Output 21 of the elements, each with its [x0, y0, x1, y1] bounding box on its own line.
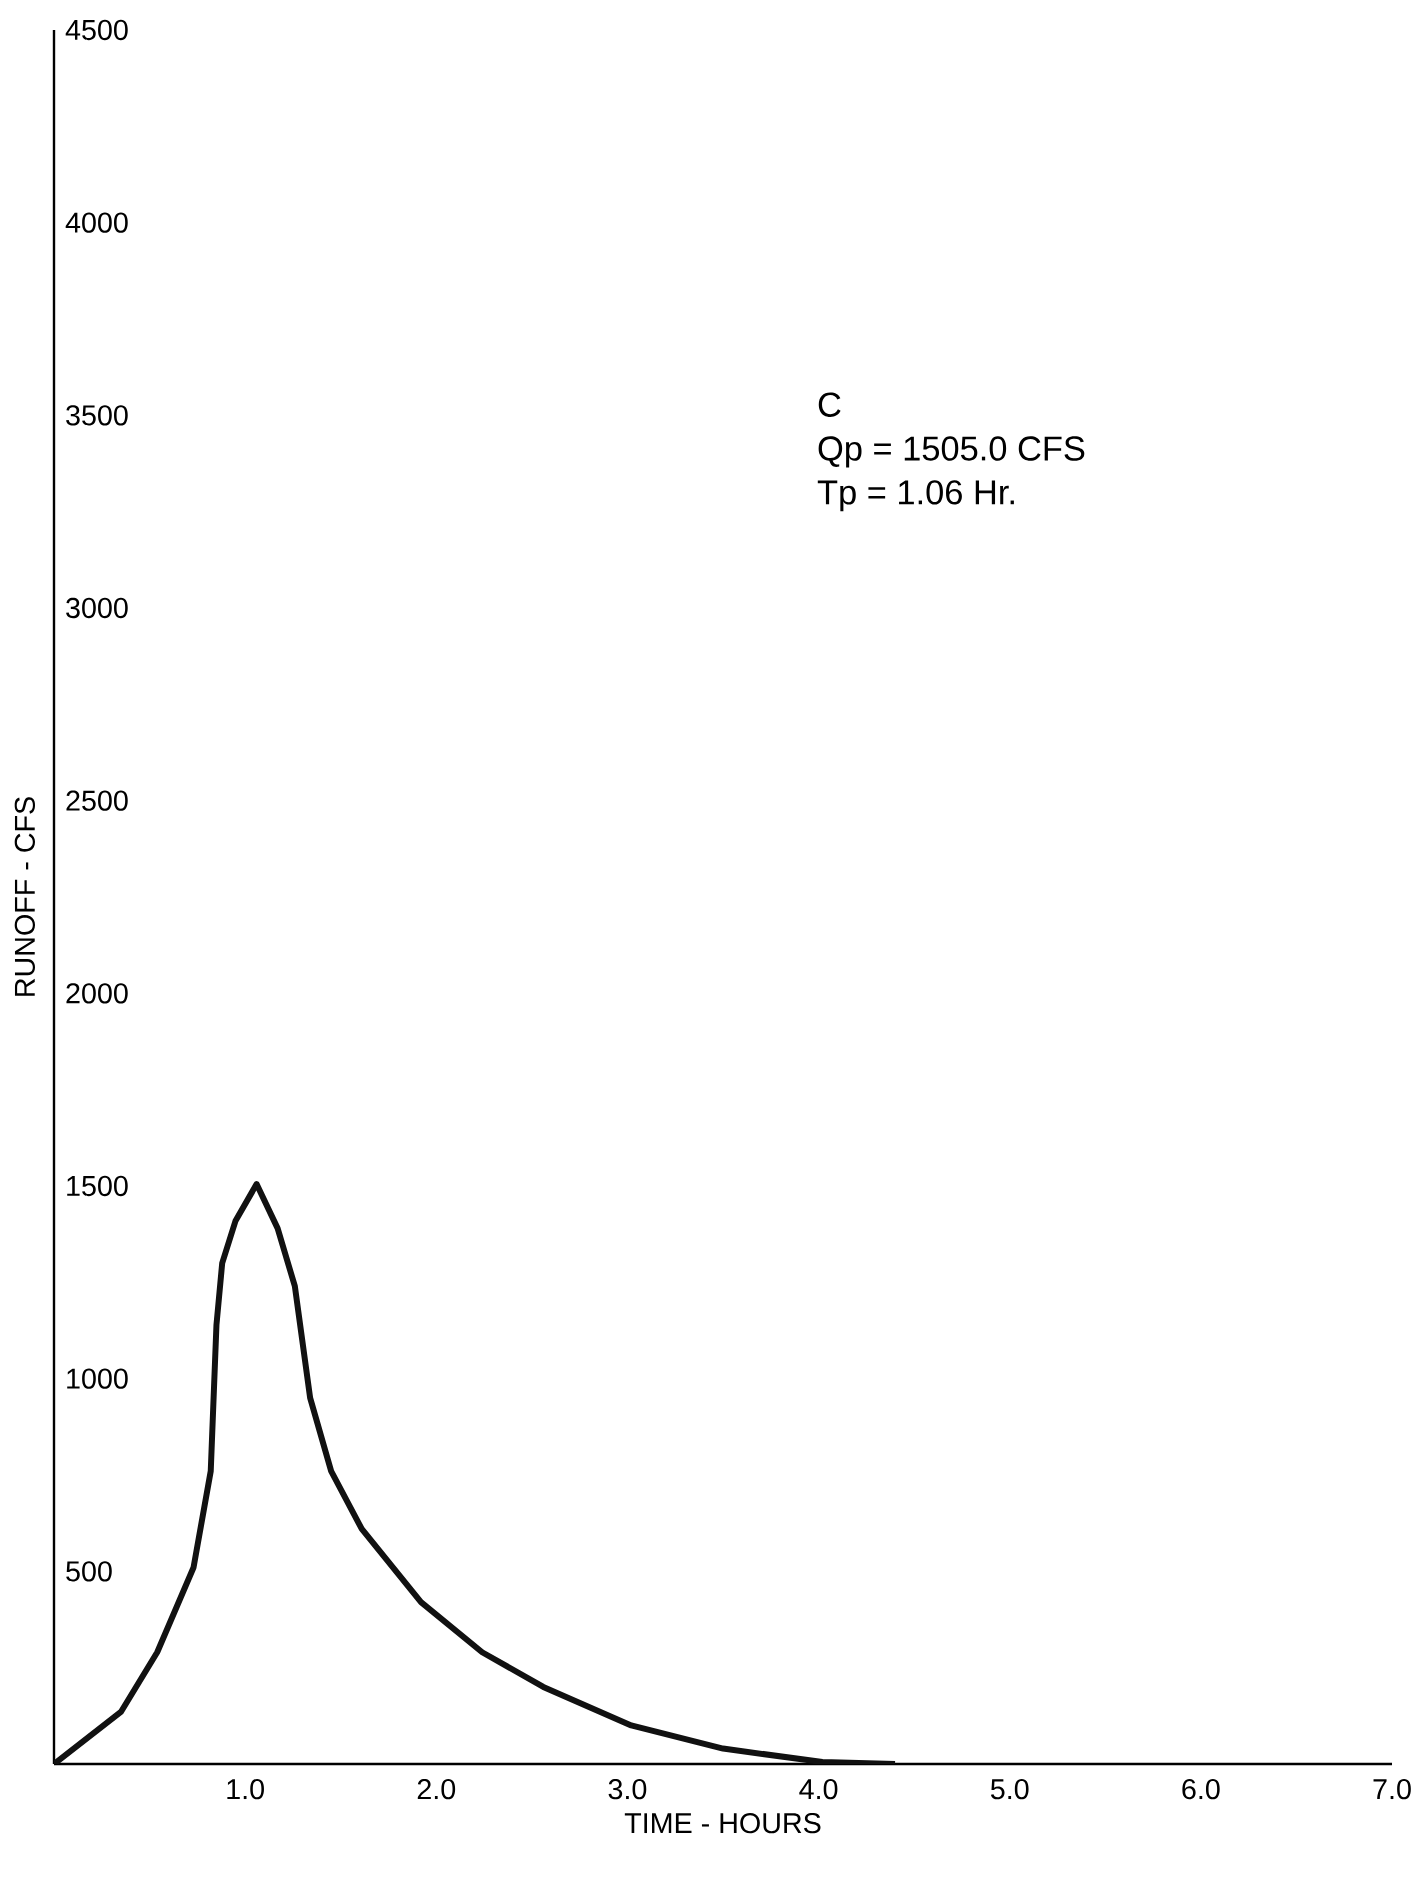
x-tick-label: 1.0: [227, 1779, 264, 1800]
x-tick-label: 2.0: [417, 1779, 456, 1800]
y-tick-label: 3000: [66, 597, 128, 619]
x-tick-label: 6.0: [1182, 1779, 1220, 1800]
annotation: Tp = 1.06 Hr.: [817, 480, 1014, 512]
annotation: C: [818, 392, 841, 417]
x-tick-label: 4.0: [799, 1779, 838, 1800]
x-tick-label: 7.0: [1373, 1779, 1411, 1800]
y-tick-label: 4500: [65, 19, 128, 41]
y-tick-label: 2000: [66, 983, 128, 1004]
y-tick-label: 500: [66, 1561, 112, 1582]
y-axis-title: RUNOFF - CFS: [14, 797, 36, 996]
x-tick-label: 5.0: [990, 1779, 1029, 1800]
y-tick-label: 2500: [66, 790, 128, 811]
x-tick-label: 3.0: [608, 1779, 647, 1800]
x-axis-title: TIME - HOURS: [624, 1813, 821, 1834]
y-tick-label: 4000: [65, 212, 128, 233]
y-tick-label: 1500: [67, 1175, 128, 1197]
y-tick-label: 1000: [67, 1368, 128, 1389]
annotation: Qp = 1505.0 CFS: [818, 436, 1085, 468]
y-tick-label: 3500: [66, 405, 128, 426]
